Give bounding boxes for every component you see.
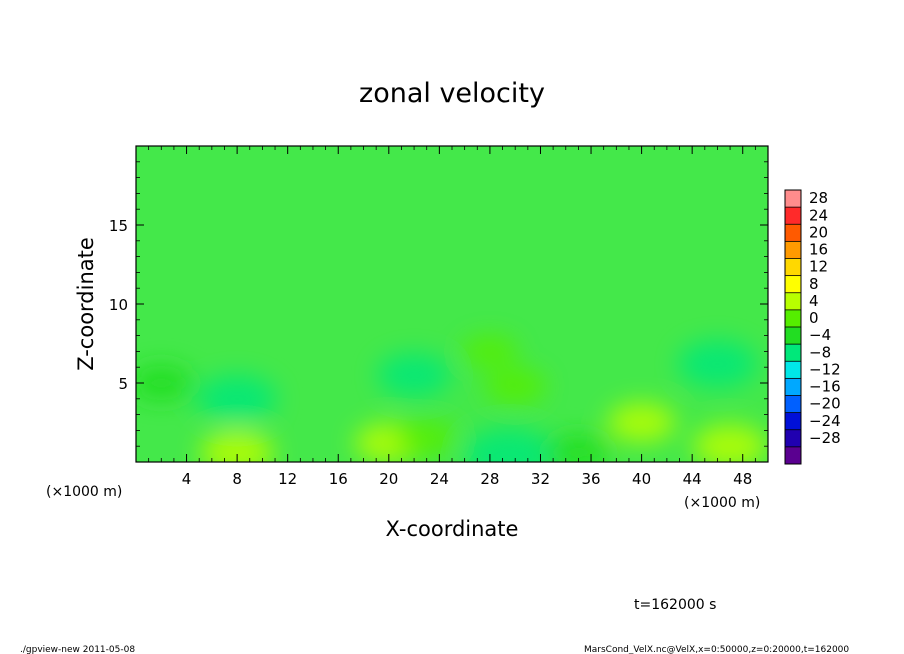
x-tick-label: 20 — [379, 470, 398, 488]
y-tick-label: 5 — [118, 375, 128, 393]
field-feature — [461, 335, 518, 368]
colorbar-swatch — [785, 207, 801, 225]
x-tick-label: 36 — [581, 470, 600, 488]
field-feature — [395, 420, 458, 457]
x-tick-label: 24 — [430, 470, 449, 488]
plot-area — [136, 146, 768, 462]
colorbar-label: −4 — [809, 326, 831, 344]
x-tick-label: 28 — [480, 470, 499, 488]
colorbar-swatch — [785, 378, 801, 396]
field-feature — [484, 368, 547, 405]
colorbar-label: 4 — [809, 292, 819, 310]
colorbar-label: 8 — [809, 275, 819, 293]
colorbar-label: −20 — [809, 395, 841, 413]
field-feature — [693, 424, 768, 462]
colorbar-swatch — [785, 327, 801, 345]
time-label: t=162000 s — [634, 597, 716, 613]
colorbar-label: −28 — [809, 429, 841, 447]
colorbar-swatch — [785, 361, 801, 379]
colorbar-swatch — [785, 190, 801, 208]
x-tick-label: 32 — [531, 470, 550, 488]
colorbar-swatch — [785, 446, 801, 465]
y-axis-label: Z-coordinate — [74, 237, 98, 371]
colorbar-label: 24 — [809, 206, 828, 224]
colorbar-label: −8 — [809, 343, 831, 361]
colorbar-label: −16 — [809, 378, 841, 396]
x-tick-label: 48 — [733, 470, 752, 488]
colorbar-swatch — [785, 224, 801, 242]
field-feature — [677, 340, 758, 389]
x-tick-label: 8 — [232, 470, 242, 488]
x-tick-label: 16 — [329, 470, 348, 488]
field-feature — [136, 365, 193, 401]
colorbar-swatch — [785, 241, 801, 259]
x-tick-label: 44 — [683, 470, 702, 488]
field-feature — [197, 374, 278, 423]
colorbar-label: 12 — [809, 258, 828, 276]
field-feature — [547, 434, 610, 462]
field-feature — [607, 402, 676, 443]
x-tick-label: 40 — [632, 470, 651, 488]
field-feature — [200, 430, 275, 462]
colorbar-swatch — [785, 292, 801, 311]
colorbar-label: −24 — [809, 412, 841, 430]
colorbar-swatch — [785, 275, 801, 294]
colorbar-swatch — [785, 258, 801, 277]
x-tick-label: 4 — [182, 470, 192, 488]
x-unit-label: (×1000 m) — [684, 495, 760, 511]
footer-left: ./gpview-new 2011-05-08 — [20, 645, 135, 654]
field-feature — [377, 353, 452, 398]
colorbar-label: 0 — [809, 309, 819, 327]
colorbar-swatch — [785, 309, 801, 328]
colorbar-swatch — [785, 395, 801, 414]
field-feature — [462, 427, 555, 462]
colorbar-swatch — [785, 412, 801, 431]
colorbar-swatch — [785, 344, 801, 362]
x-axis: 4 8 12 16 20 24 28 32 36 40 44 48 — [148, 146, 756, 488]
colorbar-label: 16 — [809, 241, 828, 259]
y-axis: 5 10 15 — [109, 161, 768, 447]
y-tick-label: 10 — [109, 296, 128, 314]
colorbar-swatch — [785, 429, 801, 448]
x-tick-label: 12 — [278, 470, 297, 488]
colorbar-label: −12 — [809, 360, 841, 378]
chart-title: zonal velocity — [359, 78, 545, 109]
y-tick-label: 15 — [109, 217, 128, 235]
colorbar-label: 28 — [809, 189, 828, 207]
footer-right: MarsCond_VelX.nc@VelX,x=0:50000,z=0:2000… — [584, 645, 849, 654]
y-unit-label: (×1000 m) — [46, 484, 122, 500]
x-axis-label: X-coordinate — [386, 517, 519, 541]
colorbar-label: 20 — [809, 223, 828, 241]
